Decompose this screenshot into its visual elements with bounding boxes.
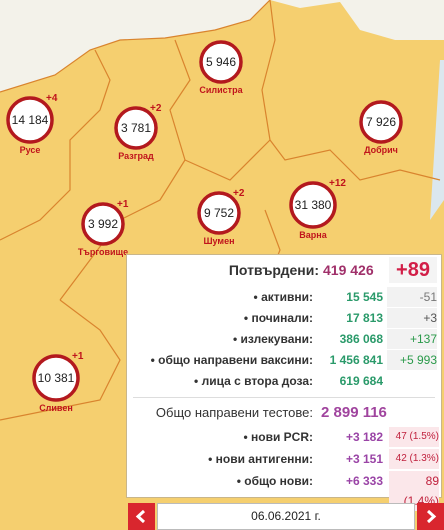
region-delta: +2 (150, 103, 162, 114)
value: +3 151 (345, 452, 383, 466)
marker-circle (199, 40, 243, 84)
separator (133, 397, 435, 398)
region-marker[interactable]: 9 752 Шумен +2 (197, 188, 245, 246)
marker-circle (289, 181, 337, 229)
region-value: 31 380 (295, 198, 332, 212)
positive: 47 (1.5%) (389, 427, 439, 447)
region-marker[interactable]: 10 381 Сливен +1 (32, 351, 84, 413)
region-name: Силистра (199, 85, 243, 95)
label: • общо нови: (236, 474, 313, 488)
delta: -51 (387, 287, 437, 307)
positive: 42 (1.3%) (389, 449, 439, 469)
value: +3 182 (345, 430, 383, 444)
stat-row: • активни: 15 545 -51 (127, 287, 443, 307)
tests-row: Общо направени тестове: 2 899 116 (127, 401, 443, 425)
region-name: Търговище (78, 247, 128, 257)
delta: +5 993 (387, 350, 437, 370)
stat-row: • починали: 17 813 +3 (127, 308, 443, 328)
region-name: Варна (299, 230, 327, 240)
region-value: 9 752 (204, 206, 234, 220)
stats-panel: Потвърдени: 419 426 +89 • активни: 15 545… (126, 254, 443, 511)
value: 17 813 (346, 311, 383, 325)
sea (430, 60, 444, 220)
confirmed-row: Потвърдени: 419 426 +89 (127, 257, 443, 283)
icon (426, 509, 437, 524)
delta: +3 (387, 308, 437, 328)
stat-row: • общо направени ваксини: 1 456 841 +5 993 (127, 350, 443, 370)
stat-row: • излекувани: 386 068 +137 (127, 329, 443, 349)
region-delta: +2 (233, 188, 245, 199)
label: • нови антигенни: (208, 452, 313, 466)
neighbour-area (270, 0, 444, 40)
borders (0, 0, 441, 421)
tests-total: 2 899 116 (321, 404, 387, 421)
region-delta: +12 (329, 178, 346, 189)
value: 15 545 (346, 290, 383, 304)
region-value: 10 381 (38, 371, 75, 385)
label: Общо направени тестове: (155, 405, 313, 420)
test-row: • нови PCR: +3 182 47 (1.5%) (127, 427, 443, 447)
label: Потвърдени: (228, 262, 319, 278)
value: 619 684 (339, 374, 383, 388)
icon (135, 509, 146, 524)
region-marker[interactable]: 5 946 Силистра (199, 40, 244, 95)
value: 386 068 (339, 332, 383, 346)
marker-circle (359, 100, 403, 144)
total: 419 426 (323, 262, 374, 278)
region-name: Добрич (364, 145, 398, 155)
stat-row: • лица с втора доза: 619 684 (127, 371, 443, 391)
region-delta: +1 (117, 199, 129, 210)
region-marker[interactable]: 14 184 Русе +4 (6, 93, 58, 155)
value: +6 333 (345, 474, 383, 488)
marker-circle (114, 106, 158, 150)
region-name: Разград (118, 151, 154, 161)
label: • лица с втора доза: (194, 374, 313, 388)
prev-button[interactable] (128, 503, 155, 530)
region-delta: +4 (46, 93, 58, 104)
label: • общо направени ваксини: (150, 353, 313, 367)
region-value: 5 946 (206, 55, 236, 69)
marker-circle (81, 202, 125, 246)
region-value: 3 781 (121, 121, 151, 135)
label: • излекувани: (232, 332, 313, 346)
region-marker[interactable]: 3 992 Търговище +1 (78, 199, 129, 257)
test-row: • общо нови: +6 333 89 (1.4%) (127, 471, 443, 511)
date[interactable]: 06.06.2021 г. (157, 503, 415, 530)
marker-circle (6, 96, 54, 144)
region-marker[interactable]: 7 926 Добрич (359, 100, 403, 155)
region-marker[interactable]: 3 781 Разград +2 (114, 103, 162, 161)
value: 1 456 841 (329, 353, 383, 367)
region-value: 14 184 (12, 113, 49, 127)
region-name: Русе (20, 145, 41, 155)
region-name: Сливен (39, 403, 73, 413)
next-button[interactable] (417, 503, 444, 530)
marker-circle (32, 354, 80, 402)
date-bar: 06.06.2021 г. (126, 503, 444, 530)
label: • починали: (243, 311, 313, 325)
new: +89 (389, 257, 437, 283)
marker-circle (197, 191, 241, 235)
label: • нови PCR: (243, 430, 313, 444)
test-row: • нови антигенни: +3 151 42 (1.3%) (127, 449, 443, 469)
neighbour-area (0, 0, 270, 92)
region-name: Шумен (203, 236, 234, 246)
region-marker[interactable]: 31 380 Варна +12 (289, 178, 346, 240)
region-value: 3 992 (88, 217, 118, 231)
label: • активни: (253, 290, 313, 304)
region-delta: +1 (72, 351, 84, 362)
delta: +137 (387, 329, 437, 349)
region-value: 7 926 (366, 115, 396, 129)
